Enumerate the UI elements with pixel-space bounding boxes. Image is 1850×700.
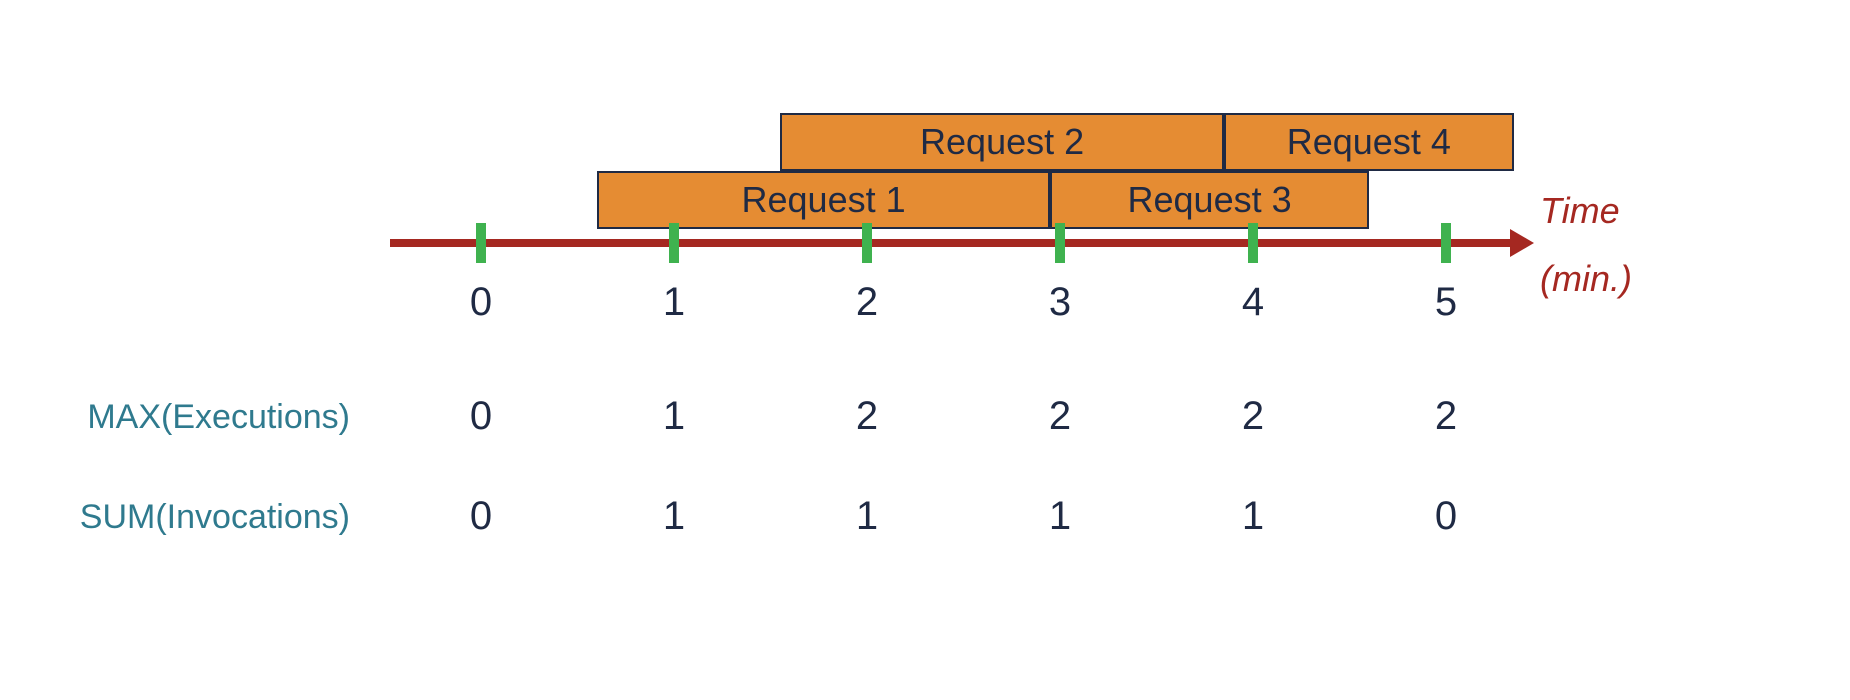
row0-val-0: 0 — [470, 394, 492, 439]
timeline-tick-label-4: 4 — [1242, 280, 1264, 325]
timeline-legend-line2: (min.) — [1540, 258, 1632, 300]
row0-val-3: 2 — [1049, 394, 1071, 439]
row1-val-3: 1 — [1049, 494, 1071, 539]
row0-val-1: 1 — [663, 394, 685, 439]
row1-val-2: 1 — [856, 494, 878, 539]
timeline-tick-label-2: 2 — [856, 280, 878, 325]
row1-val-0: 0 — [470, 494, 492, 539]
request-box-4: Request 4 — [1224, 113, 1514, 171]
row1-val-5: 0 — [1435, 494, 1457, 539]
timeline-tick-label-1: 1 — [663, 280, 685, 325]
row0-val-2: 2 — [856, 394, 878, 439]
timeline-legend-line1: Time — [1540, 190, 1620, 232]
timeline-tick-label-0: 0 — [470, 280, 492, 325]
row0-val-4: 2 — [1242, 394, 1264, 439]
row0-val-5: 2 — [1435, 394, 1457, 439]
request-box-2: Request 3 — [1050, 171, 1368, 229]
row-label-0: MAX(Executions) — [87, 398, 350, 437]
timeline-axis — [390, 239, 1510, 247]
timeline-tick-2 — [862, 223, 872, 263]
row1-val-1: 1 — [663, 494, 685, 539]
timeline-tick-1 — [669, 223, 679, 263]
timeline-tick-4 — [1248, 223, 1258, 263]
request-box-1: Request 1 — [597, 171, 1051, 229]
timeline-tick-5 — [1441, 223, 1451, 263]
timeline-tick-0 — [476, 223, 486, 263]
timeline-arrowhead — [1510, 229, 1534, 257]
timeline-tick-3 — [1055, 223, 1065, 263]
row-label-1: SUM(Invocations) — [80, 498, 350, 537]
timeline-tick-label-3: 3 — [1049, 280, 1071, 325]
timeline-tick-label-5: 5 — [1435, 280, 1457, 325]
row1-val-4: 1 — [1242, 494, 1264, 539]
request-box-3: Request 2 — [780, 113, 1224, 171]
